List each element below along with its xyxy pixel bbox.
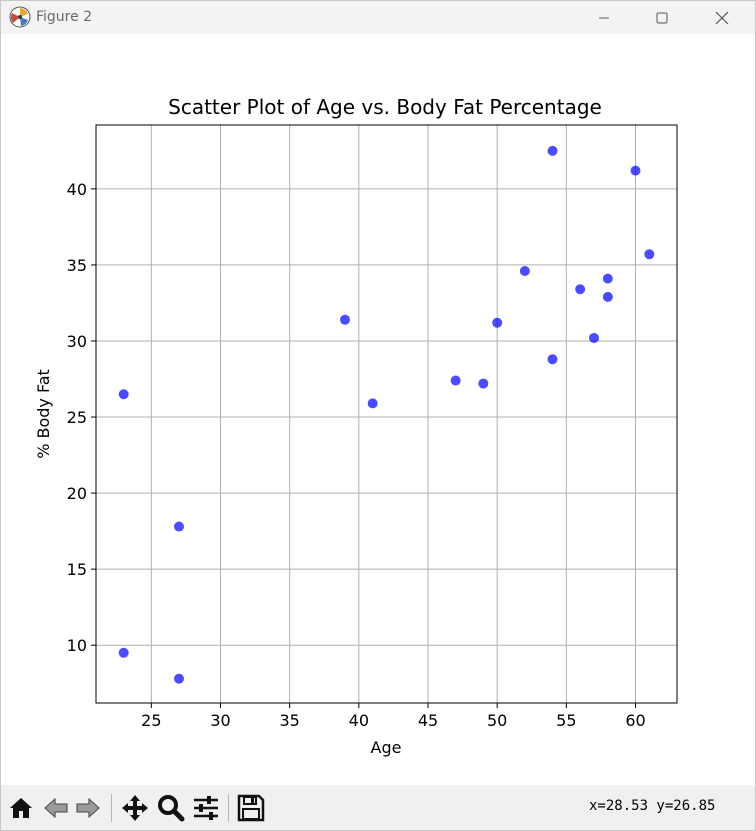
toolbar-separator [111,794,112,822]
y-tick-label: 15 [67,560,87,579]
scatter-point [450,375,461,386]
save-button[interactable] [236,793,266,823]
scatter-point [174,673,184,684]
scatter-point [367,398,378,409]
scatter-point [602,273,613,284]
forward-arrow-icon [76,797,100,819]
maximize-button[interactable] [639,1,685,34]
scatter-point [519,266,530,277]
grid [96,125,677,703]
y-axis-label: % Body Fat [34,369,53,459]
toolbar-separator [228,794,229,822]
scatter-point [602,291,613,302]
x-tick-label: 40 [349,711,369,730]
pan-icon [122,795,148,821]
y-tick-label: 40 [67,180,87,199]
maximize-icon [656,12,668,23]
configure-subplots-icon [194,796,218,820]
x-tick-label: 30 [210,711,230,730]
pan-button[interactable] [120,793,150,823]
x-tick-label: 25 [141,711,161,730]
y-tick-label: 10 [67,636,87,655]
scatter-point [547,354,558,365]
y-tick-label: 20 [67,484,87,503]
save-icon [237,794,265,822]
chart-title: Scatter Plot of Age vs. Body Fat Percent… [168,95,602,119]
close-button[interactable] [699,1,745,34]
home-icon [10,798,32,818]
scatter-point [575,284,586,295]
x-tick-label: 50 [487,711,507,730]
back-button[interactable] [41,793,71,823]
close-icon [715,11,729,24]
forward-button[interactable] [73,793,103,823]
x-tick-label: 35 [279,711,299,730]
x-tick-label: 60 [625,711,645,730]
y-tick-label: 25 [67,408,87,427]
scatter-point [589,332,599,343]
x-axis-label: Age [371,738,402,757]
minimize-icon [599,17,609,18]
scatter-point [644,249,655,260]
scatter-point [174,521,184,532]
minimize-button[interactable] [581,1,627,34]
matplotlib-icon [9,6,31,28]
zoom-button[interactable] [156,793,186,823]
figure-canvas[interactable]: Scatter Plot of Age vs. Body Fat Percent… [1,34,755,785]
cursor-coordinates: x=28.53 y=26.85 [589,798,716,814]
configure-subplots-button[interactable] [191,793,221,823]
zoom-icon [158,795,185,822]
home-button[interactable] [6,793,36,823]
data-points [118,145,655,684]
y-tick-label: 30 [67,332,87,351]
scatter-point [547,145,558,156]
scatter-point [340,314,350,325]
scatter-point [118,647,129,658]
scatter-chart: Scatter Plot of Age vs. Body Fat Percent… [34,95,678,757]
title-bar[interactable]: Figure 2 [1,1,755,34]
window-title: Figure 2 [36,9,93,25]
axes-frame [95,124,678,704]
axis-ticks: 25 30 35 40 45 50 55 60 10 15 20 25 30 35 40 [67,180,646,730]
x-tick-label: 45 [418,711,438,730]
scatter-point [630,165,641,176]
x-tick-label: 55 [556,711,576,730]
y-tick-label: 35 [67,256,87,275]
scatter-point [478,378,489,389]
back-arrow-icon [44,797,68,819]
scatter-point [118,389,129,400]
navigation-toolbar: x=28.53 y=26.85 [1,785,755,830]
scatter-point [492,317,503,328]
